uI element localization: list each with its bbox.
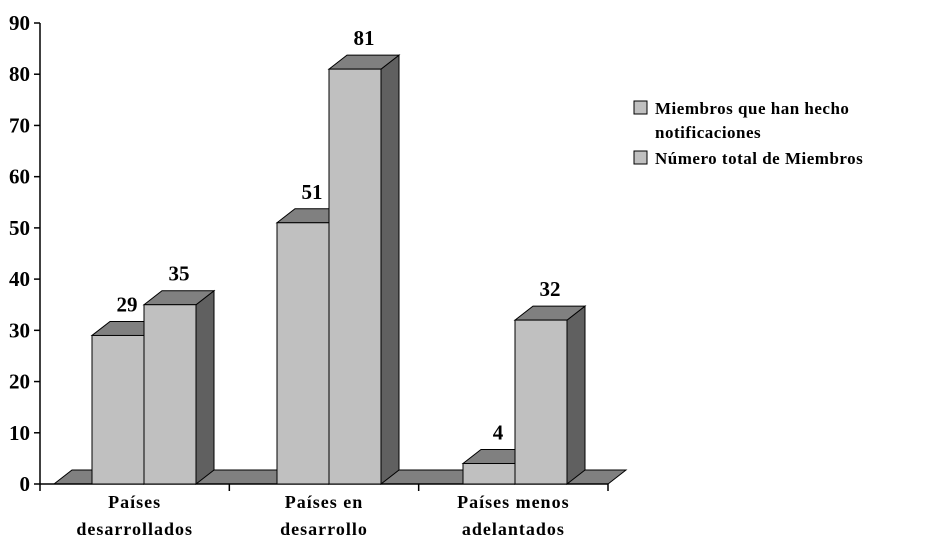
legend-label: notificaciones: [655, 123, 761, 142]
y-tick-label: 70: [9, 113, 30, 137]
series-2-bar-side: [380, 54, 400, 486]
legend-swatch: [633, 150, 648, 165]
y-tick-label: 40: [9, 267, 30, 291]
y-tick-label: 0: [20, 472, 31, 496]
series-2-bar-side: [195, 289, 215, 486]
legend-label: Miembros que han hecho: [655, 99, 849, 118]
y-tick-label: 30: [9, 318, 30, 342]
series-1-bar: [276, 222, 330, 485]
series-2-data-label: 35: [169, 262, 190, 286]
series-2-bar-side: [566, 305, 586, 486]
x-category-label: Países menos: [457, 492, 570, 512]
y-tick-label: 60: [9, 165, 30, 189]
y-tick-label: 80: [9, 62, 30, 86]
series-1-data-label: 51: [302, 180, 323, 204]
series-1-data-label: 29: [117, 292, 138, 316]
series-2-data-label: 81: [354, 26, 375, 50]
x-category-label: Países: [108, 492, 161, 512]
legend-box: [622, 92, 936, 189]
x-category-label: desarrollados: [76, 519, 193, 539]
series-2-data-label: 32: [540, 277, 561, 301]
series-1-bar: [462, 463, 516, 485]
series-1-data-label: 4: [493, 421, 504, 445]
y-tick-label: 10: [9, 421, 30, 445]
legend-label: Número total de Miembros: [655, 149, 863, 168]
x-category-label: desarrollo: [280, 519, 368, 539]
series-2-bar: [514, 319, 568, 485]
x-category-label: Países en: [285, 492, 364, 512]
series-1-bar: [91, 334, 145, 485]
series-2-bar: [328, 68, 382, 485]
y-tick-label: 50: [9, 216, 30, 240]
y-tick-label: 20: [9, 370, 30, 394]
legend-swatch: [633, 100, 648, 115]
series-2-bar: [143, 304, 197, 485]
y-tick-label: 90: [9, 11, 30, 35]
x-category-label: adelantados: [462, 519, 565, 539]
